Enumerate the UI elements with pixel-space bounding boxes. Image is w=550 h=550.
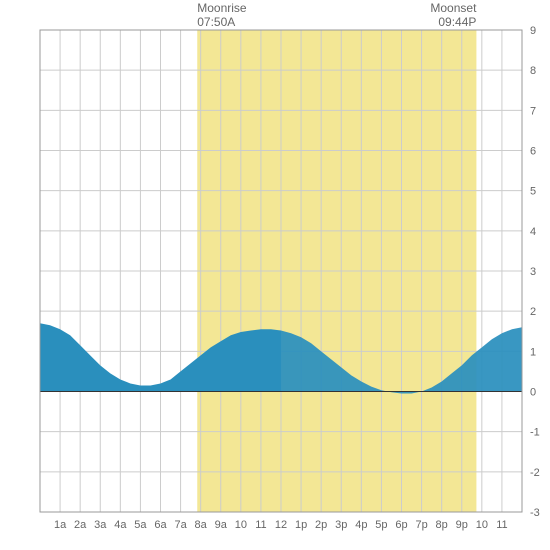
y-tick-label: 9 — [530, 25, 536, 37]
x-tick-label: 9a — [215, 519, 228, 531]
x-tick-label: 9p — [456, 519, 468, 531]
y-tick-label: -3 — [530, 507, 540, 519]
x-tick-label: 11 — [255, 519, 266, 531]
x-tick-label: 2p — [315, 519, 327, 531]
y-tick-label: 3 — [530, 266, 536, 278]
x-tick-label: 12 — [275, 519, 287, 531]
y-tick-label: 8 — [530, 65, 536, 77]
moonset-time: 09:44P — [438, 15, 476, 29]
moonrise-time: 07:50A — [197, 15, 235, 29]
x-tick-label: 1a — [54, 519, 67, 531]
x-tick-label: 4a — [114, 519, 127, 531]
y-tick-label: 5 — [530, 186, 536, 198]
x-tick-label: 5p — [375, 519, 387, 531]
y-tick-label: -2 — [530, 467, 540, 479]
moonrise-label: Moonrise — [197, 1, 247, 15]
y-tick-label: 2 — [530, 306, 536, 318]
x-tick-label: 6p — [395, 519, 407, 531]
y-tick-label: 0 — [530, 387, 536, 399]
x-tick-label: 7p — [415, 519, 427, 531]
y-tick-label: 4 — [530, 226, 536, 238]
x-tick-label: 3p — [335, 519, 347, 531]
x-tick-label: 8p — [436, 519, 448, 531]
x-tick-label: 6a — [154, 519, 167, 531]
x-tick-label: 3a — [94, 519, 107, 531]
x-tick-label: 8a — [195, 519, 208, 531]
moonset-label: Moonset — [430, 1, 477, 15]
x-tick-label: 5a — [134, 519, 147, 531]
y-tick-label: 6 — [530, 146, 536, 158]
y-tick-label: 1 — [530, 346, 536, 358]
x-tick-label: 2a — [74, 519, 87, 531]
x-tick-label: 11 — [496, 519, 507, 531]
y-tick-label: 7 — [530, 105, 536, 117]
tide-chart: 1a2a3a4a5a6a7a8a9a1011121p2p3p4p5p6p7p8p… — [0, 0, 550, 550]
x-tick-label: 10 — [476, 519, 488, 531]
x-tick-label: 7a — [174, 519, 187, 531]
x-tick-label: 1p — [295, 519, 307, 531]
x-tick-label: 4p — [355, 519, 367, 531]
x-tick-label: 10 — [235, 519, 247, 531]
y-tick-label: -1 — [530, 427, 540, 439]
